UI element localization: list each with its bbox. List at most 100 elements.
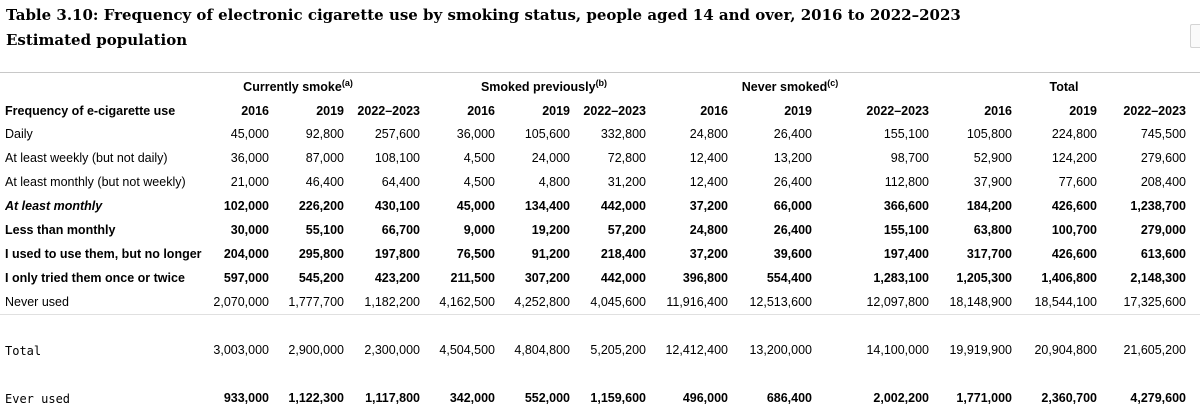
table-cell: 1,406,800 xyxy=(1041,271,1097,285)
table-cell: 4,500 xyxy=(463,151,495,165)
total-cell: 20,904,800 xyxy=(1034,343,1097,357)
table-cell: 155,100 xyxy=(883,127,929,141)
table-cell: 430,100 xyxy=(374,199,420,213)
table-cell: 12,400 xyxy=(689,151,728,165)
row-label: Daily xyxy=(5,127,33,141)
row-label: At least weekly (but not daily) xyxy=(5,151,168,165)
table-cell: 66,700 xyxy=(381,223,420,237)
table-cell: 4,500 xyxy=(463,175,495,189)
table-cell: 2,148,300 xyxy=(1130,271,1186,285)
table-cell: 64,400 xyxy=(381,175,420,189)
total-row-label: Total xyxy=(5,344,42,358)
table-cell: 1,182,200 xyxy=(364,295,420,309)
year-header-2: 2022–2023 xyxy=(357,104,420,118)
table-cell: 76,500 xyxy=(456,247,495,261)
table-cell: 87,000 xyxy=(305,151,344,165)
table-cell: 24,800 xyxy=(689,127,728,141)
total-cell: 4,504,500 xyxy=(439,343,495,357)
table-cell: 57,200 xyxy=(607,223,646,237)
table-cell: 9,000 xyxy=(463,223,495,237)
table-cell: 92,800 xyxy=(305,127,344,141)
year-header-5: 2022–2023 xyxy=(583,104,646,118)
table-cell: 19,200 xyxy=(531,223,570,237)
year-header-4: 2019 xyxy=(542,104,570,118)
table-cell: 279,600 xyxy=(1140,151,1186,165)
total-cell: 14,100,000 xyxy=(866,343,929,357)
ever-used-cell: 2,360,700 xyxy=(1041,391,1097,405)
table-cell: 45,000 xyxy=(230,127,269,141)
table-cell: 100,700 xyxy=(1051,223,1097,237)
table-cell: 26,400 xyxy=(773,127,812,141)
table-cell: 613,600 xyxy=(1140,247,1186,261)
table-cell: 1,238,700 xyxy=(1130,199,1186,213)
ever-used-cell: 552,000 xyxy=(524,391,570,405)
group-label: Smoked previously xyxy=(480,80,596,94)
table-cell: 13,200 xyxy=(773,151,812,165)
table-cell: 46,400 xyxy=(305,175,344,189)
group-footnote-marker: (c) xyxy=(827,77,839,88)
total-cell: 5,205,200 xyxy=(590,343,646,357)
year-header-3: 2016 xyxy=(467,104,495,118)
table-cell: 295,800 xyxy=(298,247,344,261)
table-cell: 307,200 xyxy=(524,271,570,285)
table-cell: 112,800 xyxy=(884,175,929,189)
table-cell: 105,600 xyxy=(524,127,570,141)
row-label: At least monthly xyxy=(5,199,103,213)
table-cell: 11,916,400 xyxy=(666,295,728,309)
table-cell: 204,000 xyxy=(223,247,269,261)
table-cell: 545,200 xyxy=(298,271,344,285)
ever-used-cell: 4,279,600 xyxy=(1130,391,1186,405)
table-cell: 257,600 xyxy=(374,127,420,141)
year-header-6: 2016 xyxy=(700,104,728,118)
table-cell: 218,400 xyxy=(600,247,646,261)
group-header-never-smoked: Never smoked(c) xyxy=(670,77,910,95)
table-cell: 21,000 xyxy=(230,175,269,189)
table-cell: 63,800 xyxy=(973,223,1012,237)
table-cell: 184,200 xyxy=(966,199,1012,213)
table-cell: 197,800 xyxy=(374,247,420,261)
year-header-7: 2019 xyxy=(784,104,812,118)
table-cell: 224,800 xyxy=(1051,127,1097,141)
table-cell: 426,600 xyxy=(1051,247,1097,261)
table-cell: 108,100 xyxy=(374,151,420,165)
table-cell: 36,000 xyxy=(230,151,269,165)
table-cell: 12,097,800 xyxy=(866,295,929,309)
group-footnote-marker: (b) xyxy=(595,77,608,88)
scroll-handle[interactable] xyxy=(1190,24,1200,48)
row-label: I only tried them once or twice xyxy=(5,271,185,285)
table-cell: 26,400 xyxy=(773,175,812,189)
row-label: Never used xyxy=(5,295,69,309)
table-cell: 4,252,800 xyxy=(514,295,570,309)
ever-used-cell: 2,002,200 xyxy=(873,391,929,405)
table-title: Table 3.10: Frequency of electronic ciga… xyxy=(6,6,961,24)
table-cell: 554,400 xyxy=(766,271,812,285)
table-cell: 105,800 xyxy=(966,127,1012,141)
year-header-0: 2016 xyxy=(241,104,269,118)
group-label: Never smoked xyxy=(741,80,828,94)
row-label: Less than monthly xyxy=(5,223,116,237)
group-label: Currently smoke xyxy=(243,80,342,94)
table-cell: 24,800 xyxy=(689,223,728,237)
table-cell: 211,500 xyxy=(450,271,496,285)
table-cell: 155,100 xyxy=(883,223,929,237)
total-cell: 3,003,000 xyxy=(213,343,269,357)
table-cell: 317,700 xyxy=(966,247,1012,261)
header-divider xyxy=(0,72,1200,73)
ever-used-cell: 1,771,000 xyxy=(956,391,1012,405)
table-cell: 98,700 xyxy=(890,151,929,165)
row-label: I used to use them, but no longer use th… xyxy=(5,247,203,261)
table-cell: 442,000 xyxy=(600,199,646,213)
total-cell: 2,300,000 xyxy=(364,343,420,357)
total-cell: 2,900,000 xyxy=(288,343,344,357)
ever-used-cell: 686,400 xyxy=(766,391,812,405)
table-cell: 39,600 xyxy=(773,247,812,261)
table-cell: 208,400 xyxy=(1140,175,1186,189)
table-cell: 102,000 xyxy=(223,199,269,213)
table-cell: 66,000 xyxy=(773,199,812,213)
year-header-9: 2016 xyxy=(984,104,1012,118)
table-cell: 30,000 xyxy=(230,223,269,237)
total-cell: 13,200,000 xyxy=(749,343,812,357)
ever-used-cell: 496,000 xyxy=(682,391,728,405)
table-cell: 366,600 xyxy=(883,199,929,213)
table-cell: 77,600 xyxy=(1058,175,1097,189)
